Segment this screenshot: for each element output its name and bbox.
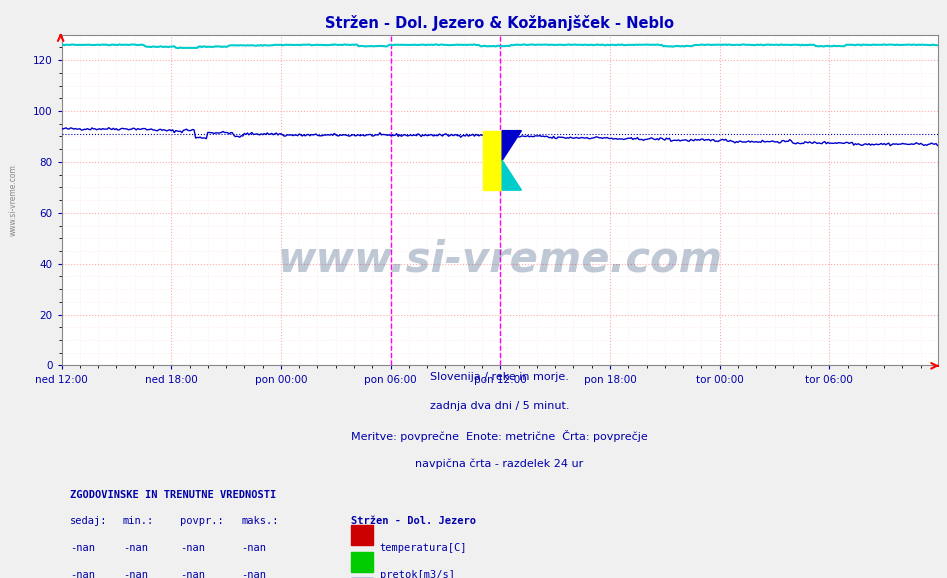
Bar <box>350 525 372 546</box>
Text: -nan: -nan <box>180 570 205 578</box>
Bar <box>483 131 502 190</box>
Text: -nan: -nan <box>123 570 148 578</box>
Text: -nan: -nan <box>180 543 205 553</box>
Text: min.:: min.: <box>123 516 154 527</box>
Polygon shape <box>502 131 522 160</box>
Text: povpr.:: povpr.: <box>180 516 223 527</box>
Text: www.si-vreme.com: www.si-vreme.com <box>9 164 18 236</box>
Text: ZGODOVINSKE IN TRENUTNE VREDNOSTI: ZGODOVINSKE IN TRENUTNE VREDNOSTI <box>70 490 277 499</box>
Text: www.si-vreme.com: www.si-vreme.com <box>277 239 722 281</box>
Text: Meritve: povprečne  Enote: metrične  Črta: povprečje: Meritve: povprečne Enote: metrične Črta:… <box>351 429 648 442</box>
Text: temperatura[C]: temperatura[C] <box>380 543 467 553</box>
Text: -nan: -nan <box>123 543 148 553</box>
Text: Slovenija / reke in morje.: Slovenija / reke in morje. <box>430 372 569 381</box>
Text: -nan: -nan <box>241 543 266 553</box>
Bar <box>350 551 372 572</box>
Text: -nan: -nan <box>241 570 266 578</box>
Text: -nan: -nan <box>70 570 96 578</box>
Text: pretok[m3/s]: pretok[m3/s] <box>380 570 455 578</box>
Text: -nan: -nan <box>70 543 96 553</box>
Polygon shape <box>502 160 522 190</box>
Text: sedaj:: sedaj: <box>70 516 108 527</box>
Title: Stržen - Dol. Jezero & Kožbanjšček - Neblo: Stržen - Dol. Jezero & Kožbanjšček - Neb… <box>325 14 674 31</box>
Text: zadnja dva dni / 5 minut.: zadnja dva dni / 5 minut. <box>430 401 569 410</box>
Text: navpična črta - razdelek 24 ur: navpična črta - razdelek 24 ur <box>416 458 583 469</box>
Text: maks.:: maks.: <box>241 516 278 527</box>
Text: Stržen - Dol. Jezero: Stržen - Dol. Jezero <box>350 516 475 527</box>
